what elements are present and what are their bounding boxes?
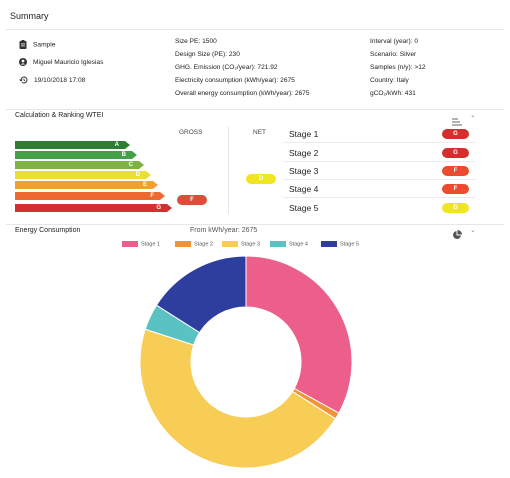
stage-label: Stage 1 (289, 129, 319, 139)
legend-label: Stage 4 (289, 241, 308, 248)
legend-label: Stage 3 (241, 241, 260, 248)
divider (228, 126, 229, 214)
scale-bar-d: D (15, 171, 151, 179)
stage-row: Stage 3 F (283, 163, 476, 180)
legend-swatch (122, 241, 138, 247)
samples: Samples (n/y): >12 (370, 64, 426, 71)
legend-item-stage-5[interactable]: Stage 5 (321, 241, 359, 247)
country: Country: Italy (370, 77, 409, 84)
history-icon (19, 76, 28, 84)
net-label: NET (253, 129, 266, 136)
user-name: Miguel Mauricio Iglesias (33, 58, 104, 66)
scale-bar-e: E (15, 181, 158, 189)
pie-chart-icon (453, 230, 462, 239)
chart-type-button[interactable] (452, 227, 462, 245)
scale-bar-b: B (15, 151, 137, 159)
scenario: Scenario: Silver (370, 51, 417, 58)
scale-bar-c: C (15, 161, 144, 169)
overall-energy-consumption: Overall energy consumption (kWh/year): 2… (175, 90, 310, 97)
sort-icon (452, 118, 462, 126)
date-value: 19/10/2018 17:08 (34, 76, 86, 84)
stage-grade-badge: F (442, 184, 469, 194)
interval: Interval (year): 0 (370, 38, 419, 45)
legend-item-stage-4[interactable]: Stage 4 (270, 241, 308, 247)
legend-item-stage-3[interactable]: Stage 3 (222, 241, 260, 247)
user-icon (19, 58, 27, 66)
legend-swatch (222, 241, 238, 247)
legend-label: Stage 1 (141, 241, 160, 248)
donut-slice-stage-3[interactable] (139, 328, 337, 469)
stage-row: Stage 5 D (283, 200, 476, 216)
stage-label: Stage 4 (289, 184, 319, 194)
ranking-title: Calculation & Ranking WTEI (15, 112, 104, 119)
size-pe: Size PE: 1500 (175, 38, 217, 45)
divider (6, 109, 504, 110)
legend-label: Stage 2 (194, 241, 213, 248)
gross-rating-badge: F (177, 195, 207, 205)
divider (6, 29, 504, 30)
donut-slice-stage-1[interactable] (245, 255, 353, 414)
energy-title: Energy Consumption (15, 227, 81, 234)
legend-label: Stage 5 (340, 241, 359, 248)
stage-grade-badge: F (442, 166, 469, 176)
ghg-emission: GHG. Emission (CO₂/year): 721.92 (175, 64, 278, 71)
legend-swatch (270, 241, 286, 247)
stage-row: Stage 2 G (283, 145, 476, 162)
stage-grade-badge: D (442, 203, 469, 213)
date-row: 19/10/2018 17:08 (19, 76, 85, 84)
stage-label: Stage 3 (289, 166, 319, 176)
stage-row: Stage 1 G (283, 126, 476, 143)
legend-item-stage-1[interactable]: Stage 1 (122, 241, 160, 247)
sample-label: Sample (33, 41, 56, 49)
donut-slice-stage-5[interactable] (155, 255, 247, 334)
scale-bar-g: G (15, 204, 172, 212)
design-size: Design Size (PE): 230 (175, 51, 240, 58)
legend-item-stage-2[interactable]: Stage 2 (175, 241, 213, 247)
legend-swatch (321, 241, 337, 247)
legend-swatch (175, 241, 191, 247)
stage-grade-badge: G (442, 148, 469, 158)
gross-label: GROSS (179, 129, 203, 136)
chevron-down-icon[interactable]: ⌄ (470, 227, 476, 234)
net-rating-badge: D (246, 174, 276, 184)
stage-row: Stage 4 F (283, 181, 476, 198)
gco2-per-kwh: gCO₂/kWh: 431 (370, 90, 416, 97)
stage-grade-badge: G (442, 129, 469, 139)
energy-subtitle: From kWh/year: 2675 (190, 227, 258, 234)
scale-bar-a: A (15, 141, 130, 149)
stage-label: Stage 2 (289, 148, 319, 158)
scale-bar-f: F (15, 192, 165, 200)
sample-row: Sample (19, 40, 55, 49)
sort-button[interactable] (452, 113, 462, 131)
user-row: Miguel Mauricio Iglesias (19, 58, 103, 66)
divider (6, 224, 504, 225)
electricity-consumption: Electricity consumption (kWh/year): 2675 (175, 77, 295, 84)
stage-label: Stage 5 (289, 203, 319, 213)
energy-donut-chart (139, 255, 353, 469)
page-title: Summary (10, 11, 49, 21)
clipboard-icon (19, 40, 27, 49)
chevron-down-icon[interactable]: ⌄ (470, 112, 476, 119)
